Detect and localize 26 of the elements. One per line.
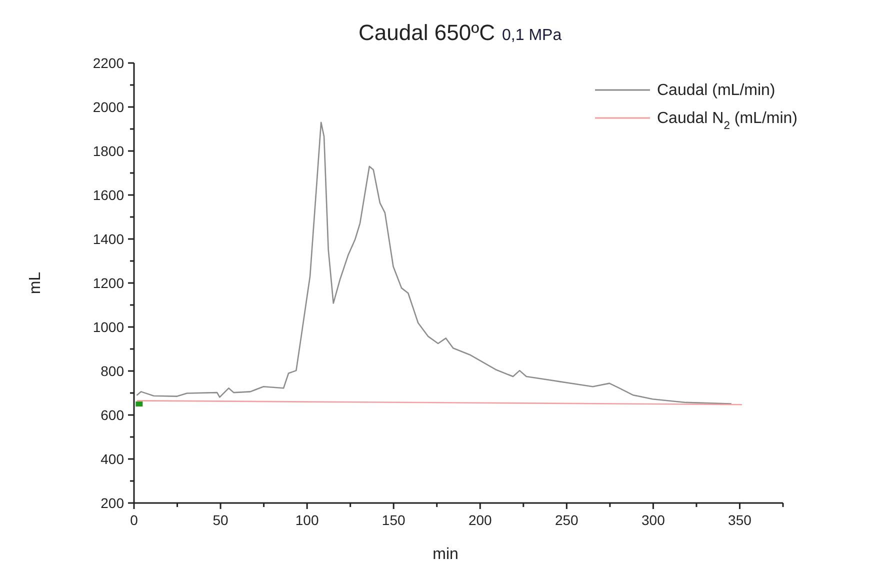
y-tick-label: 1800 xyxy=(92,143,124,159)
x-tick-label: 100 xyxy=(295,512,319,528)
y-tick-label: 1000 xyxy=(92,319,124,335)
x-tick-label: 300 xyxy=(642,512,666,528)
legend-label: Caudal N$_{2}$ (mL/min) xyxy=(657,110,798,132)
x-tick-label: 200 xyxy=(468,512,492,528)
x-tick-label: 0 xyxy=(130,512,138,528)
legend-label: Caudal (mL/min) xyxy=(657,82,776,99)
y-axis-title: mL xyxy=(27,272,44,294)
x-axis-title: min xyxy=(432,546,458,563)
y-tick-label: 1200 xyxy=(92,275,124,291)
x-tick-label: 350 xyxy=(728,512,752,528)
y-tick-label: 2200 xyxy=(92,55,124,71)
y-tick-label: 2000 xyxy=(92,99,124,115)
line-series xyxy=(136,122,732,404)
x-tick-label: 250 xyxy=(554,512,579,528)
y-tick-label: 200 xyxy=(100,495,124,511)
y-tick-label: 1600 xyxy=(92,187,124,203)
y-tick-label: 400 xyxy=(100,451,124,467)
x-tick-label: 150 xyxy=(382,512,406,528)
chart-title: Caudal 650ºC xyxy=(358,20,496,45)
x-tick-label: 50 xyxy=(212,512,229,528)
chart-subtitle: 0,1 MPa xyxy=(502,27,562,44)
y-tick-label: 1400 xyxy=(92,231,124,247)
y-tick-label: 600 xyxy=(100,407,124,423)
y-tick-label: 800 xyxy=(100,363,124,379)
